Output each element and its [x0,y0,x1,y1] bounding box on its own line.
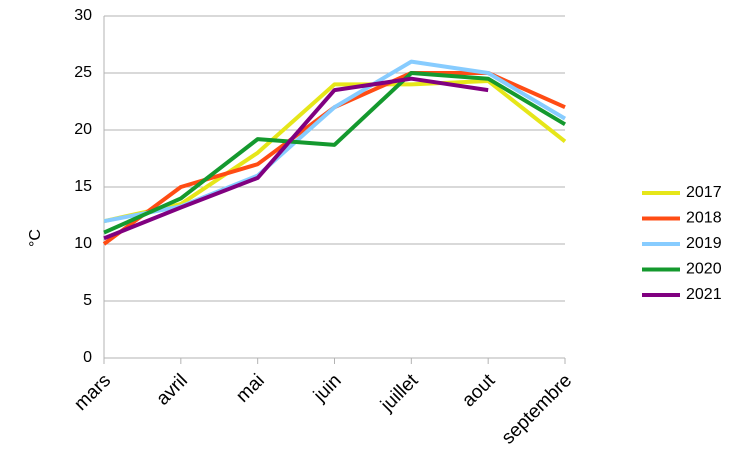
line-series [102,71,566,246]
y-tick-label: 25 [74,64,92,81]
y-tick-label: 10 [74,235,92,252]
x-tick-label: aout [458,370,500,412]
x-tick-label: avril [152,370,191,409]
y-tick-label: 15 [74,178,92,195]
x-tick-label: septembre [498,370,576,448]
y-tick-label: 0 [83,349,92,366]
y-axis-label: °C [27,229,44,247]
legend-label: 2018 [686,210,722,227]
x-tick-label: mai [232,370,269,407]
y-tick-label: 30 [74,7,92,24]
x-tick-label: juin [309,370,345,406]
x-tick-label: mars [70,370,115,415]
legend-label: 2019 [686,235,722,252]
y-tick-label: 5 [83,292,92,309]
x-tick-label: juillet [376,370,423,417]
legend-label: 2017 [686,184,722,201]
line-series [103,71,567,235]
legend-label: 2021 [686,286,722,303]
y-tick-label: 20 [74,121,92,138]
line-series [103,76,489,241]
legend-label: 2020 [686,261,722,278]
